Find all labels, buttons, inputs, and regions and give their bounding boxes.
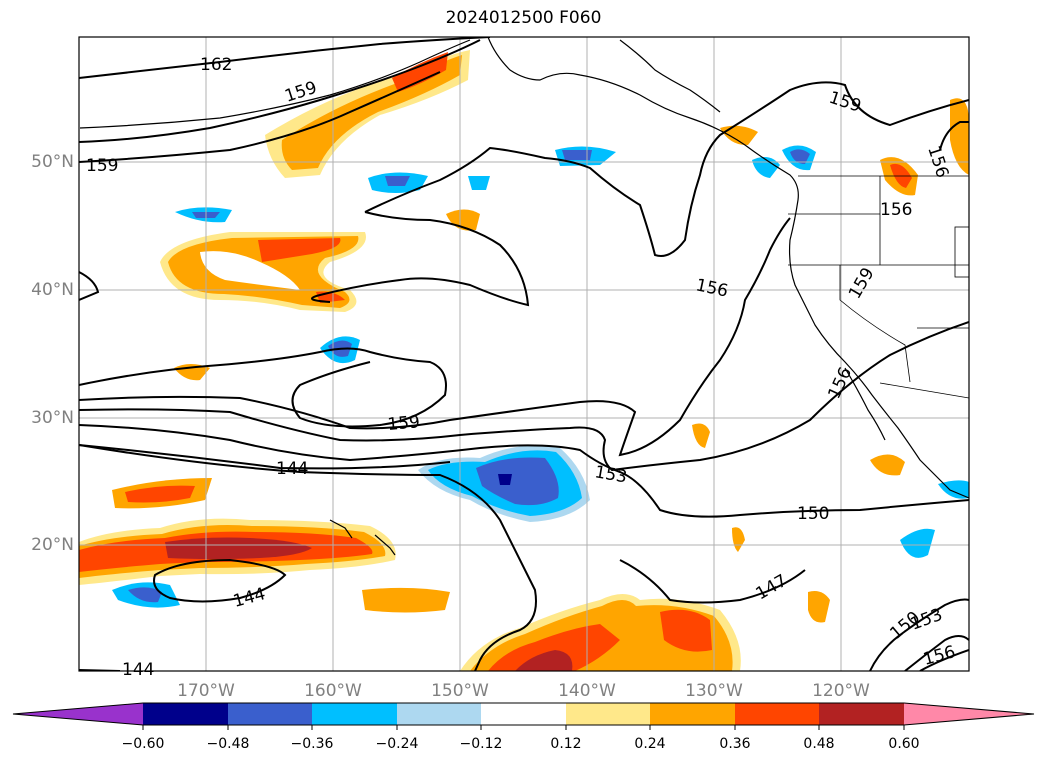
colorbar-tick-label: −0.12 [459,736,503,752]
negative-area [385,176,410,186]
height-contours [79,37,969,671]
contour-156-d [939,121,969,151]
colorbar-tick-label: −0.48 [206,736,250,752]
positive-area [720,125,758,146]
latitude-label: 50°N [31,152,74,172]
colorbar-tick-label: 0.48 [803,736,835,752]
longitude-label: 160°W [304,681,362,701]
negative-area [128,587,162,603]
us-mexico-border [879,382,969,399]
contour-labels: 162 159 159 159 159 156 156 156 159 156 … [86,55,958,680]
contour-label: 159 [387,412,421,435]
contour-150-b [869,598,969,671]
colorbar-segment [143,703,228,725]
positive-area [258,238,341,262]
map-background [79,37,969,671]
map-frame [78,36,970,672]
positive-area [200,251,300,290]
contour-153-b [904,635,969,671]
positive-area [660,609,712,652]
positive-area [950,98,969,175]
contour-label: 144 [276,459,308,479]
contour-label: 144 [122,660,154,680]
negative-area [900,528,935,558]
colorbar-low-extension [13,703,143,725]
latitude-label: 20°N [31,535,74,555]
positive-area [808,591,830,623]
colorbar [12,702,1035,730]
contour-144 [79,444,537,671]
positive-area [870,454,905,476]
contour-159-b [79,71,441,163]
colorbar-segment [566,703,650,725]
colorbar-tick-label: 0.24 [634,736,666,752]
contour-159 [79,39,481,143]
longitude-label: 170°W [177,681,235,701]
latitude-label: 40°N [31,280,74,300]
shaded-field [79,50,969,671]
positive-area [692,423,710,448]
contour-159-c [364,81,969,257]
contour-156-b [79,217,791,457]
positive-area [732,527,745,552]
contour-label: 150 [797,504,829,524]
colorbar-tick-label: −0.24 [375,736,419,752]
colorbar-segment [819,703,904,725]
colorbar-high-extension [904,703,1034,725]
colorbar-segment [312,703,397,725]
colorbar-segment [481,703,566,725]
longitude-label: 140°W [558,681,616,701]
longitude-label: 120°W [812,681,870,701]
california-nevada-border [839,265,911,383]
contour-label: 156 [880,200,912,220]
positive-area [125,485,195,503]
negative-area [498,474,512,485]
contour-159-d [311,211,530,307]
contour-label: 159 [86,156,118,176]
colorbar-segment [228,703,312,725]
contour-label: 162 [200,55,232,75]
negative-area [562,150,592,160]
negative-area [476,457,559,506]
colorbar-tick-label: 0.60 [888,736,920,752]
contour-162 [79,37,491,79]
contour-153 [79,321,969,472]
contour-156-c [919,649,969,671]
contour-147-b [619,559,806,604]
colorbar-segment [397,703,481,725]
positive-area [165,537,312,559]
colorbar-segment [650,703,735,725]
colorbar-tick-label: 0.12 [550,736,582,752]
colorbar-segment [735,703,819,725]
contour-edge [79,271,100,301]
positive-area [392,52,448,92]
positive-area [515,650,573,671]
political-borders [788,175,969,399]
colorbar-tick-label: 0.36 [719,736,751,752]
longitude-label: 130°W [685,681,743,701]
negative-area [790,149,810,164]
contour-156 [79,347,447,428]
positive-area [362,587,450,613]
state-outline [954,226,969,278]
contour-147 [79,444,451,470]
north-american-coastline [487,37,969,499]
aleutian-alaska-coast [79,39,471,129]
negative-area [468,176,490,190]
colorbar-tick-label: −0.36 [290,736,334,752]
contour-150 [79,424,969,518]
southeast-alaska-coast [619,39,721,113]
map-title: 2024012500 F060 [445,8,602,28]
hawaii-islands [329,519,396,556]
contour-144-b [153,558,287,603]
colorbar-tick-label: −0.60 [121,736,165,752]
latitude-label: 30°N [31,408,74,428]
longitude-label: 150°W [431,681,489,701]
